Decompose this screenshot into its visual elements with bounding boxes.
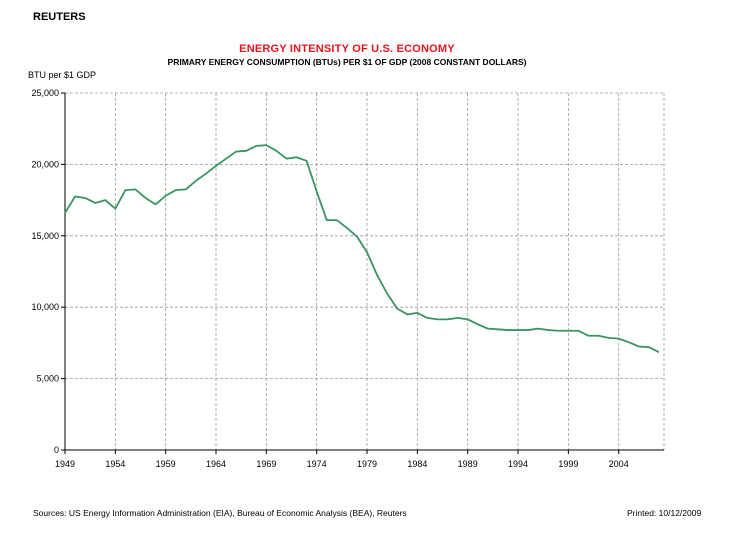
chart-subtitle: PRIMARY ENERGY CONSUMPTION (BTUs) PER $1… bbox=[167, 57, 527, 67]
y-tick-label: 15,000 bbox=[31, 231, 59, 241]
printed-date: Printed: 10/12/2009 bbox=[627, 508, 702, 518]
x-tick-label: 1994 bbox=[508, 459, 528, 469]
x-tick-label: 1964 bbox=[206, 459, 226, 469]
brand-label: REUTERS bbox=[33, 11, 86, 23]
y-tick-label: 20,000 bbox=[31, 159, 59, 169]
x-tick-label: 1954 bbox=[105, 459, 125, 469]
x-tick-label: 1999 bbox=[558, 459, 578, 469]
x-tick-label: 1974 bbox=[307, 459, 327, 469]
grid-lines bbox=[65, 92, 665, 450]
y-tick-label: 0 bbox=[54, 445, 59, 455]
x-tick-label: 2004 bbox=[609, 459, 629, 469]
x-tick-label: 1969 bbox=[256, 459, 276, 469]
x-tick-labels: 1949 1954 1959 1964 1969 1974 1979 1984 1989 1994… bbox=[55, 459, 629, 469]
y-tick-label: 25,000 bbox=[31, 88, 59, 98]
x-tick-label: 1949 bbox=[55, 459, 75, 469]
x-tick-label: 1984 bbox=[407, 459, 427, 469]
series-line bbox=[64, 144, 660, 353]
y-tick-label: 10,000 bbox=[31, 302, 59, 312]
series-layer bbox=[64, 144, 660, 353]
x-tick-label: 1989 bbox=[458, 459, 478, 469]
sources-note: Sources: US Energy Information Administr… bbox=[33, 508, 407, 518]
chart-title: ENERGY INTENSITY OF U.S. ECONOMY bbox=[239, 43, 455, 55]
x-tick-label: 1959 bbox=[156, 459, 176, 469]
axes bbox=[61, 92, 664, 454]
x-tick-label: 1979 bbox=[357, 459, 377, 469]
y-axis-label: BTU per $1 GDP bbox=[28, 70, 97, 80]
y-tick-label: 5,000 bbox=[36, 374, 59, 384]
y-tick-labels: 0 5,000 10,000 15,000 20,000 25,000 bbox=[31, 88, 59, 455]
